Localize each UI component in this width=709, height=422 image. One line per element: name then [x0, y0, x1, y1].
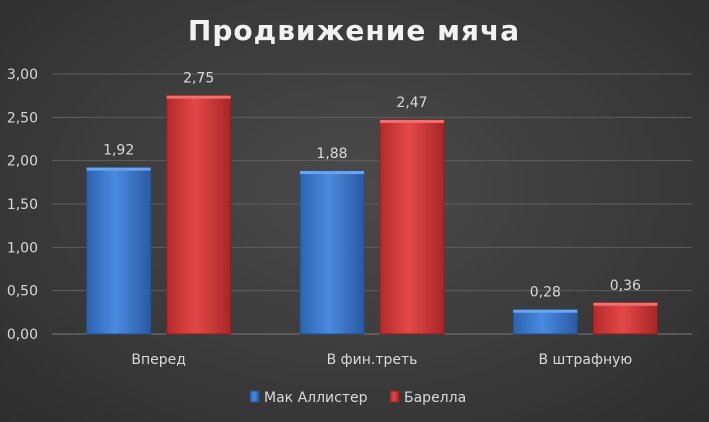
data-label: 1,92	[103, 143, 134, 159]
legend-swatch	[389, 390, 400, 403]
bar-highlight	[380, 119, 444, 123]
gridlines	[52, 73, 692, 335]
chart-title: Продвижение мяча	[188, 14, 520, 47]
y-tick-label: 2,00	[7, 154, 38, 170]
y-axis-ticks: 0,00 0,50 1,00 1,50 2,00 2,50 3,00	[7, 67, 38, 343]
bars	[86, 95, 658, 335]
y-tick-label: 3,00	[7, 67, 38, 83]
bar-series-1	[86, 167, 152, 335]
data-label: 0,36	[610, 278, 641, 294]
bar-series-1	[512, 309, 578, 335]
bar-highlight	[300, 171, 364, 175]
data-label: 2,75	[183, 71, 214, 87]
x-category-label: Вперед	[131, 352, 186, 368]
data-label: 2,47	[396, 95, 427, 111]
legend: Мак Аллистер Барелла	[249, 390, 466, 406]
x-axis-categories: Вперед В фин.треть В штрафную	[131, 352, 632, 368]
y-tick-label: 2,50	[7, 110, 38, 126]
y-tick-label: 0,50	[7, 284, 38, 300]
bar-highlight	[513, 309, 578, 313]
bar-series-2	[166, 95, 232, 335]
y-tick-label: 1,50	[7, 197, 38, 213]
data-label: 1,88	[316, 146, 347, 162]
data-label: 0,28	[530, 285, 561, 301]
data-labels: 1,92 2,75 1,88 2,47 0,28 0,36	[103, 71, 641, 301]
bar-highlight	[166, 95, 231, 99]
bar-series-2	[379, 119, 445, 335]
bar-highlight	[86, 167, 151, 171]
x-category-label: В штрафную	[538, 352, 632, 368]
bar-series-1	[299, 170, 365, 335]
bar-highlight	[593, 302, 658, 306]
y-tick-label: 1,00	[7, 240, 38, 256]
y-tick-label: 0,00	[7, 327, 38, 343]
legend-label: Барелла	[404, 390, 466, 406]
legend-swatch	[249, 390, 260, 403]
x-category-label: В фин.треть	[327, 352, 418, 368]
legend-label: Мак Аллистер	[264, 390, 368, 406]
bar-series-2	[592, 302, 658, 335]
